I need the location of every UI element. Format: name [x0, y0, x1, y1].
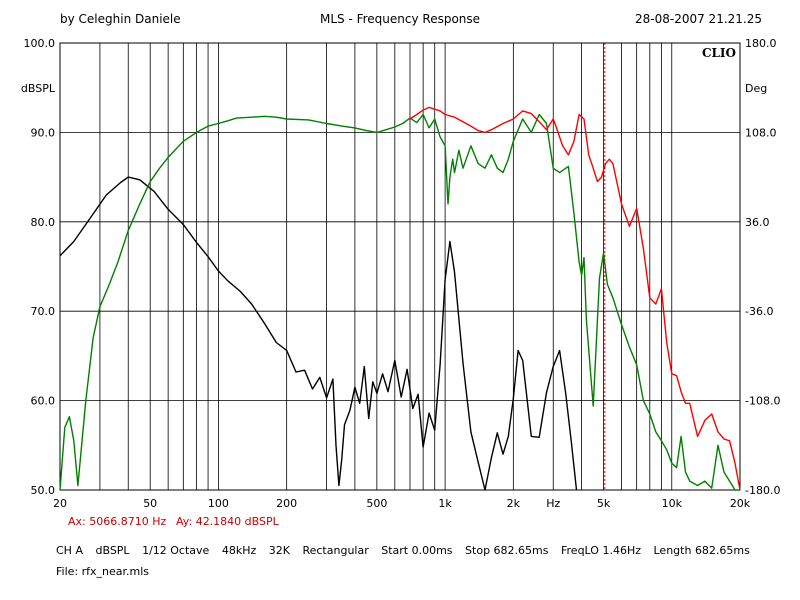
setting-freqlo: FreqLO 1.46Hz [561, 544, 641, 557]
setting-length: Length 682.65ms [653, 544, 750, 557]
setting-stop: Stop 682.65ms [465, 544, 549, 557]
setting-smoothing: 1/12 Octave [142, 544, 210, 557]
chart-title: MLS - Frequency Response [319, 12, 481, 26]
x-tick-label: 500 [366, 497, 387, 510]
y2-tick-label: 108.0 [745, 126, 777, 139]
cursor-y-readout: Ay: 42.1840 dBSPL [176, 515, 279, 528]
y2-tick-label: -36.0 [745, 305, 773, 318]
setting-sample-rate: 48kHz [221, 544, 257, 557]
setting-channel: CH A [56, 544, 83, 557]
y-tick-label: 90.0 [31, 126, 56, 139]
series-line-2 [59, 113, 740, 491]
x-tick-label: 20 [53, 497, 67, 510]
author-label: by Celeghin Daniele [60, 12, 181, 26]
y-tick-label: 70.0 [31, 305, 56, 318]
timestamp-label: 28-08-2007 21.21.25 [635, 12, 762, 26]
series-line-1 [59, 176, 578, 491]
x-tick-label: 200 [276, 497, 297, 510]
x-tick-label: 20k [730, 497, 751, 510]
x-tick-label: 2k [507, 497, 521, 510]
setting-unit: dBSPL [95, 544, 130, 557]
y-tick-label: 100.0 [24, 37, 56, 50]
file-label: File: rfx_near.mls [56, 565, 150, 578]
y2-tick-label: 36.0 [745, 216, 770, 229]
y2-axis-label: Deg [745, 82, 767, 95]
x-tick-label: 50 [143, 497, 157, 510]
y2-tick-label: -180.0 [745, 484, 780, 497]
y-tick-label: 50.0 [31, 484, 56, 497]
y-tick-label: 80.0 [31, 216, 56, 229]
cursor-x-readout: Ax: 5066.8710 Hz [68, 515, 167, 528]
y2-tick-label: 180.0 [745, 37, 777, 50]
x-tick-label: 10k [662, 497, 683, 510]
plot-frame [59, 42, 741, 491]
y-tick-label: 60.0 [31, 395, 56, 408]
setting-size: 32K [268, 544, 290, 557]
x-tick-label: 100 [208, 497, 229, 510]
series-line-3 [409, 106, 741, 491]
x-tick-label: 5k [597, 497, 611, 510]
x-tick-label: Hz [546, 497, 560, 510]
setting-window: Rectangular [302, 544, 369, 557]
setting-start: Start 0.00ms [381, 544, 453, 557]
settings-row: CH A dBSPL 1/12 Octave 48kHz 32K Rectang… [56, 544, 759, 557]
clio-logo: CLIO [702, 46, 736, 60]
y2-tick-label: -108.0 [745, 395, 780, 408]
x-tick-label: 1k [438, 497, 452, 510]
y-axis-label: dBSPL [21, 82, 56, 95]
